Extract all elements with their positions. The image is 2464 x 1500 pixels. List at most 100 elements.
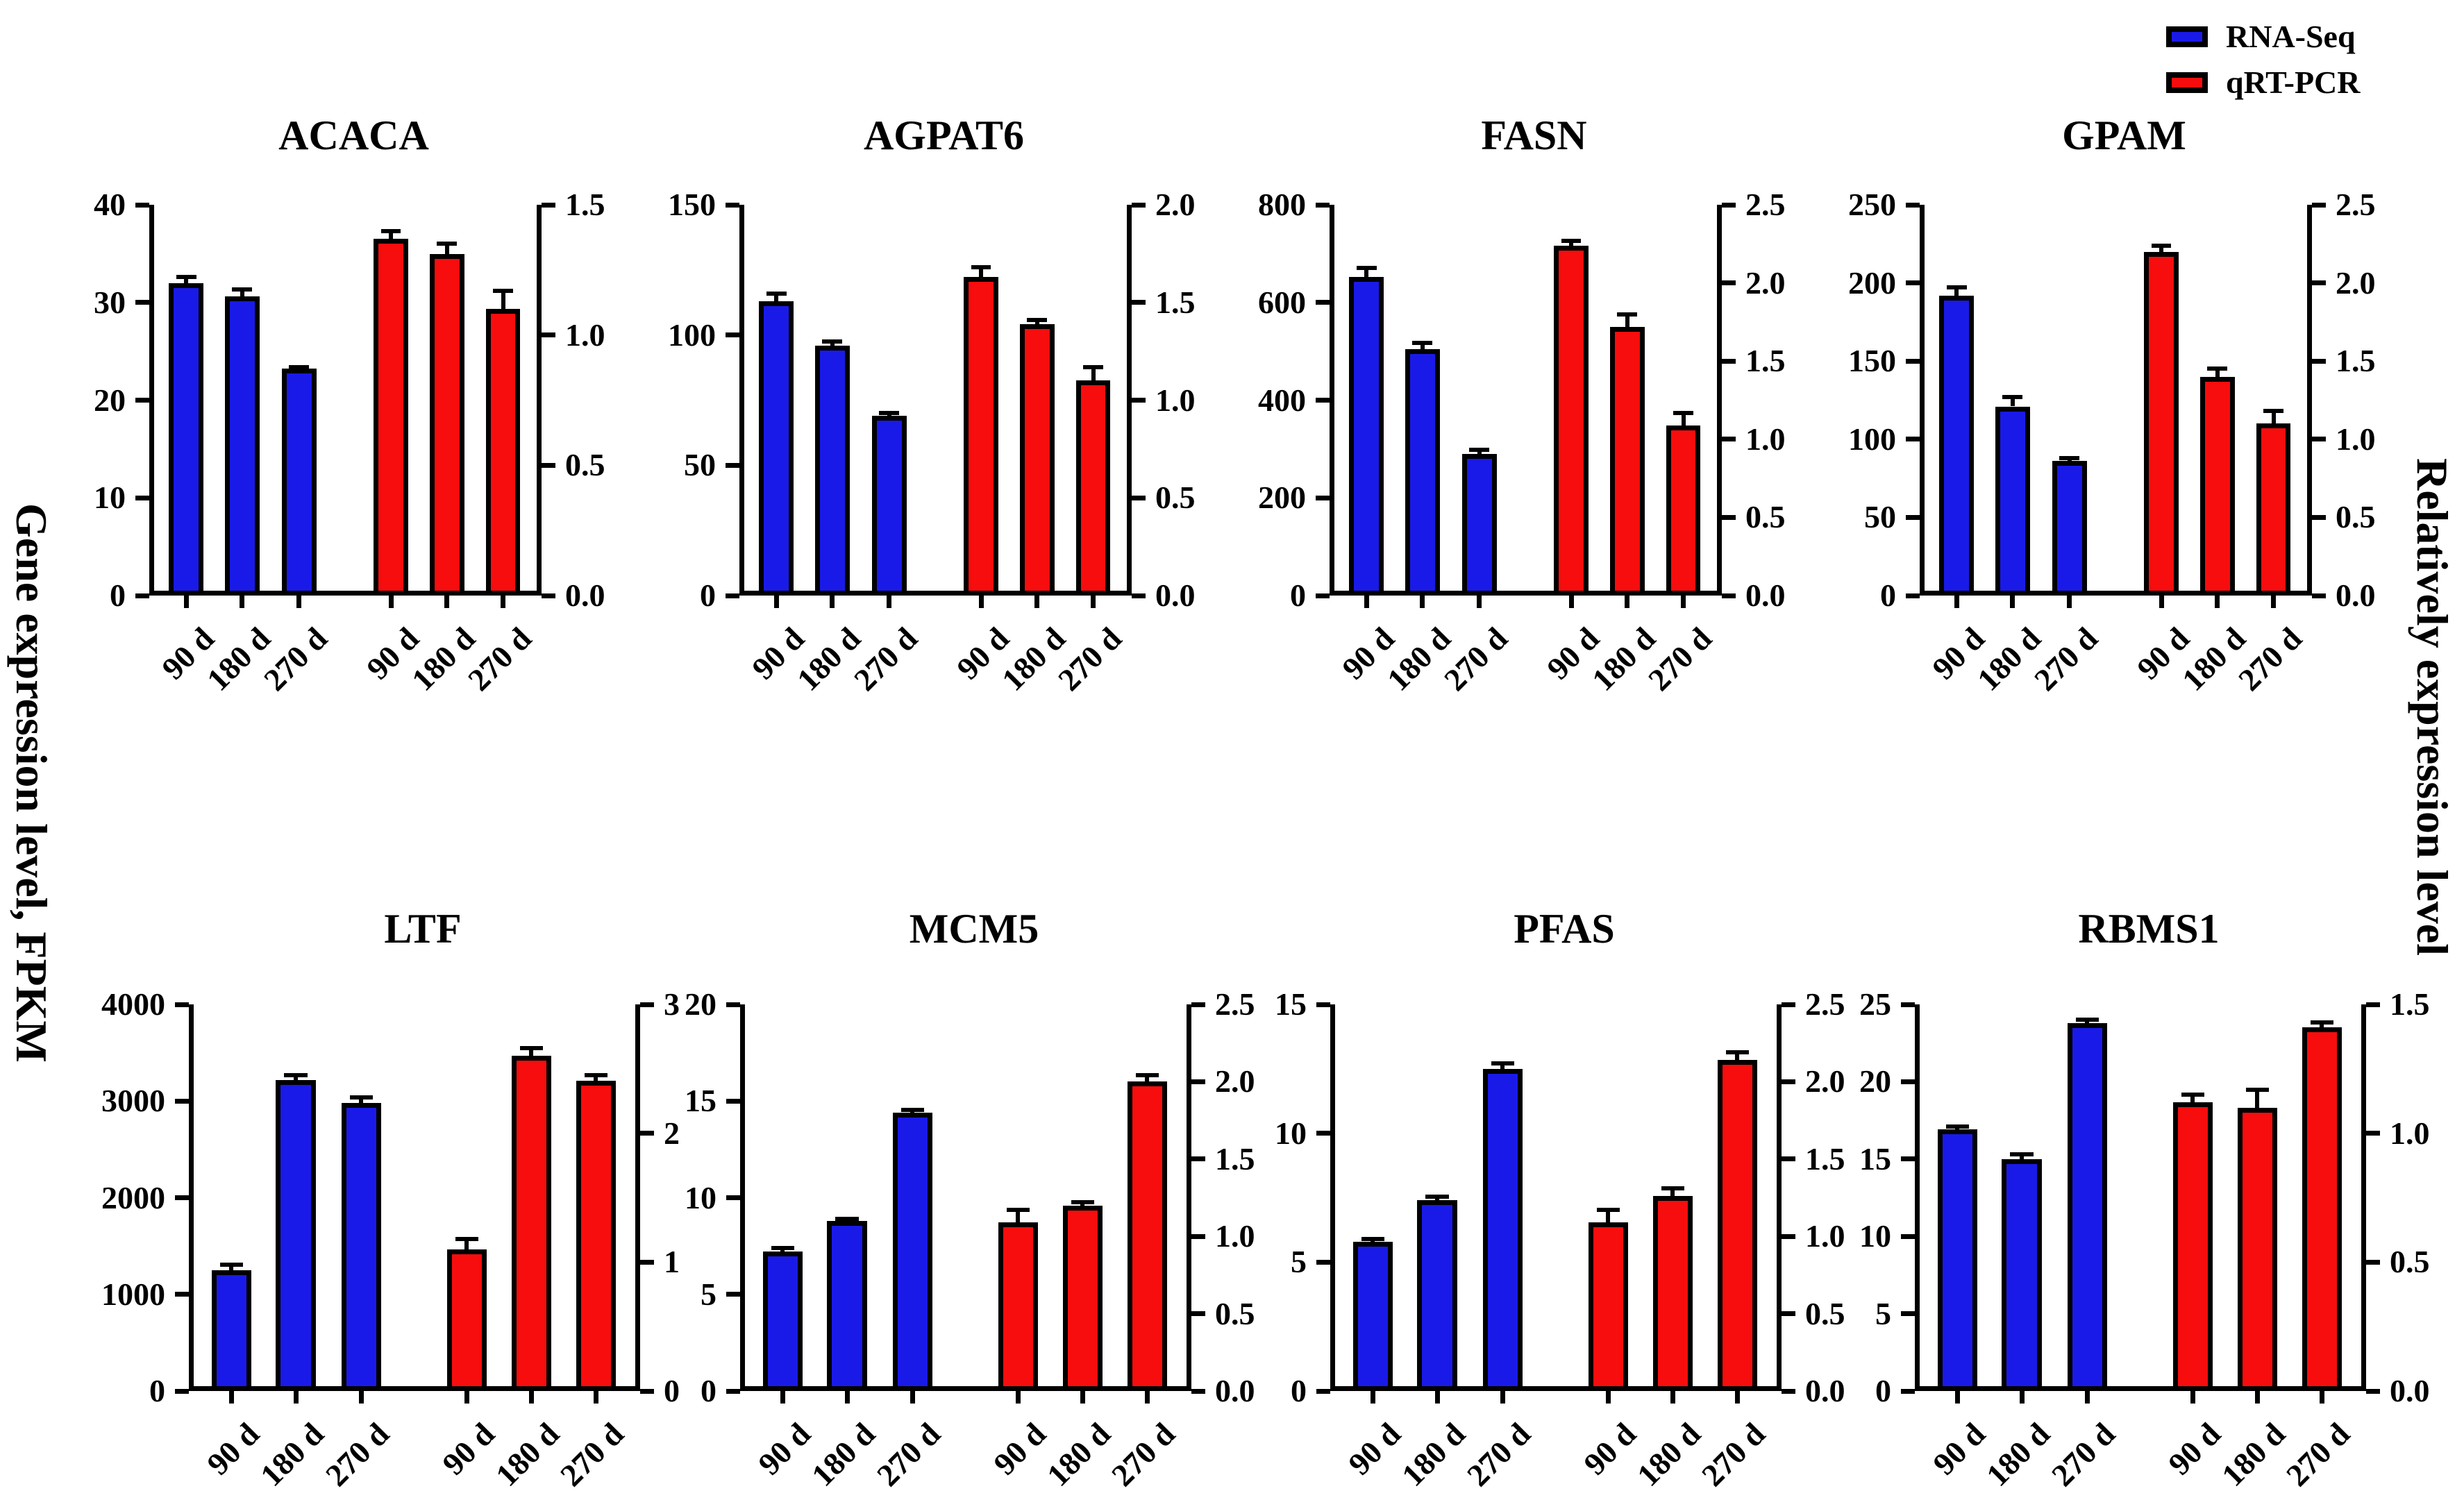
error-bar-cap	[1617, 312, 1638, 317]
x-axis-tick	[1144, 1391, 1150, 1404]
right-axis-tick-label: 2.0	[1215, 1063, 1255, 1099]
bar-qrtpcr-90d	[1588, 1222, 1628, 1391]
error-bar-cap	[822, 339, 843, 344]
right-axis-tick	[1722, 280, 1736, 286]
bar-qrtpcr-90d	[2172, 1102, 2213, 1391]
x-tick-label-90d: 90 d	[435, 1415, 502, 1482]
error-bar-stem	[501, 290, 505, 310]
right-axis-tick-label: 1.5	[1215, 1140, 1255, 1177]
error-bar-stem	[2190, 1094, 2195, 1103]
x-axis-tick	[773, 596, 779, 608]
x-axis-tick	[501, 596, 506, 608]
right-axis-tick	[2312, 437, 2326, 442]
error-bar-stem	[1500, 1063, 1505, 1069]
x-axis-tick	[1034, 596, 1040, 608]
error-bar-cap	[284, 1073, 308, 1078]
right-axis-tick	[1191, 1079, 1205, 1084]
left-axis-tick-label: 20	[94, 382, 126, 418]
x-axis-tick	[228, 1391, 234, 1404]
left-axis-tick	[135, 398, 149, 403]
error-bar-stem	[359, 1097, 364, 1104]
x-tick-label-180d: 180 d	[1970, 620, 2047, 698]
x-tick-label-90d: 90 d	[1577, 1415, 1643, 1482]
x-axis-tick	[183, 596, 189, 608]
x-axis-tick	[358, 1391, 364, 1404]
left-axis-tick-label: 600	[1258, 284, 1306, 320]
error-bar-stem	[1670, 1188, 1675, 1197]
right-axis-tick	[1191, 1156, 1205, 1162]
error-bar-stem	[2159, 245, 2164, 252]
left-axis-tick	[1316, 1002, 1330, 1007]
legend-item-rna-seq: RNA-Seq	[2166, 21, 2361, 53]
bar-qrtpcr-270d	[2302, 1027, 2342, 1391]
x-axis-tick	[2159, 596, 2164, 608]
error-bar-cap	[879, 411, 900, 416]
x-tick-label-270d: 270 d	[1436, 620, 1514, 698]
x-tick-label-180d: 180 d	[804, 1415, 882, 1493]
panel-title-LTF: LTF	[384, 906, 462, 952]
left-axis-tick-label: 30	[94, 284, 126, 320]
x-tick-label-180d: 180 d	[789, 620, 867, 698]
left-axis-tick	[1316, 1259, 1330, 1265]
left-axis-tick-label: 20	[1859, 1063, 1891, 1099]
legend-label-qrt-pcr: qRT-PCR	[2226, 65, 2361, 100]
right-axis-tick	[1722, 437, 1736, 442]
x-tick-label-180d: 180 d	[1979, 1415, 2057, 1493]
right-axis-tick-label: 1.0	[565, 317, 605, 353]
x-axis-tick	[2319, 1391, 2324, 1404]
error-bar-cap	[1491, 1061, 1514, 1066]
error-bar-cap	[1945, 1124, 1969, 1129]
left-axis-tick	[1316, 1388, 1330, 1394]
left-axis-tick-label: 10	[685, 1179, 716, 1215]
left-axis-tick-label: 800	[1258, 187, 1306, 222]
error-bar-cap	[971, 265, 991, 270]
right-axis-tick-label: 2.0	[1805, 1063, 1845, 1099]
error-bar-cap	[1946, 285, 1967, 290]
bar-qrtpcr-180d	[1609, 326, 1645, 596]
bar-qrtpcr-270d	[485, 309, 521, 596]
error-bar-cap	[493, 288, 514, 293]
error-bar-stem	[2215, 369, 2220, 377]
right-axis-tick-label: 2.5	[1805, 986, 1845, 1022]
legend-label-rna-seq: RNA-Seq	[2226, 19, 2356, 54]
bar-qrtpcr-270d	[1075, 380, 1111, 596]
left-axis-tick	[1906, 358, 1920, 364]
right-axis-tick	[640, 1131, 654, 1136]
x-tick-label-90d: 90 d	[751, 1415, 818, 1482]
right-axis-tick-label: 1.0	[1155, 382, 1196, 418]
x-tick-label-270d: 270 d	[1105, 1415, 1182, 1493]
bar-rnaseq-90d	[1349, 277, 1384, 596]
left-axis-tick	[1901, 1079, 1915, 1084]
right-axis-tick-label: 1.5	[1745, 343, 1786, 379]
right-axis-tick	[2312, 593, 2326, 598]
error-bar-stem	[229, 1264, 234, 1270]
left-axis-tick	[1316, 398, 1330, 403]
left-axis-tick-label: 4000	[101, 986, 165, 1022]
right-axis-tick-label: 0.0	[1745, 578, 1786, 613]
right-axis-tick	[640, 1388, 654, 1394]
left-axis-tick-label: 20	[685, 986, 716, 1022]
right-axis-tick-label: 0.0	[1215, 1373, 1255, 1408]
error-bar-cap	[519, 1046, 543, 1051]
bar-rnaseq-270d	[341, 1103, 381, 1391]
right-axis-tick-label: 0.5	[565, 447, 605, 483]
plot-area-LTF	[189, 1004, 640, 1391]
x-tick-label-270d: 270 d	[2231, 620, 2308, 698]
x-tick-label-180d: 180 d	[199, 620, 277, 698]
left-axis-tick	[1316, 1131, 1330, 1136]
error-bar-stem	[389, 230, 394, 239]
plot-area-MCM5	[740, 1004, 1191, 1391]
x-axis-tick	[388, 596, 394, 608]
left-axis-tick-label: 200	[1848, 264, 1896, 301]
bar-rnaseq-90d	[762, 1252, 803, 1391]
x-tick-label-180d: 180 d	[1394, 1415, 1473, 1493]
right-axis-tick-label: 1.0	[1805, 1218, 1845, 1254]
right-axis-tick-label: 0.0	[2336, 578, 2376, 613]
left-axis-tick	[726, 1098, 740, 1104]
right-axis-tick	[542, 202, 555, 208]
error-bar-cap	[835, 1217, 859, 1222]
error-bar-cap	[900, 1107, 924, 1112]
right-axis-tick-label: 0.0	[2390, 1373, 2430, 1408]
bar-qrtpcr-180d	[429, 254, 464, 596]
